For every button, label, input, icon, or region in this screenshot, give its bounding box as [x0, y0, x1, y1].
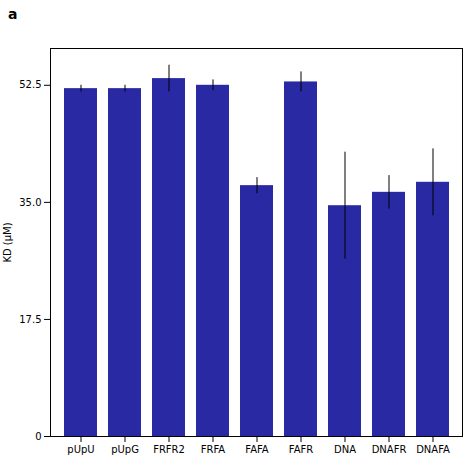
- svg-text:FRFA: FRFA: [201, 444, 226, 455]
- svg-text:35.0: 35.0: [19, 197, 41, 208]
- svg-text:0: 0: [35, 431, 41, 442]
- svg-text:FAFA: FAFA: [245, 444, 269, 455]
- svg-text:DNAFR: DNAFR: [372, 444, 407, 455]
- svg-text:52.5: 52.5: [19, 79, 41, 90]
- svg-text:FAFR: FAFR: [289, 444, 313, 455]
- svg-text:FRFR2: FRFR2: [153, 444, 185, 455]
- svg-text:17.5: 17.5: [19, 314, 41, 325]
- svg-text:DNA: DNA: [334, 444, 356, 455]
- svg-text:DNAFA: DNAFA: [416, 444, 450, 455]
- svg-text:pUpU: pUpU: [67, 444, 94, 455]
- svg-text:KD (μM): KD (μM): [2, 222, 13, 262]
- html-text:a: a: [8, 6, 18, 22]
- svg-text:pUpG: pUpG: [111, 444, 139, 455]
